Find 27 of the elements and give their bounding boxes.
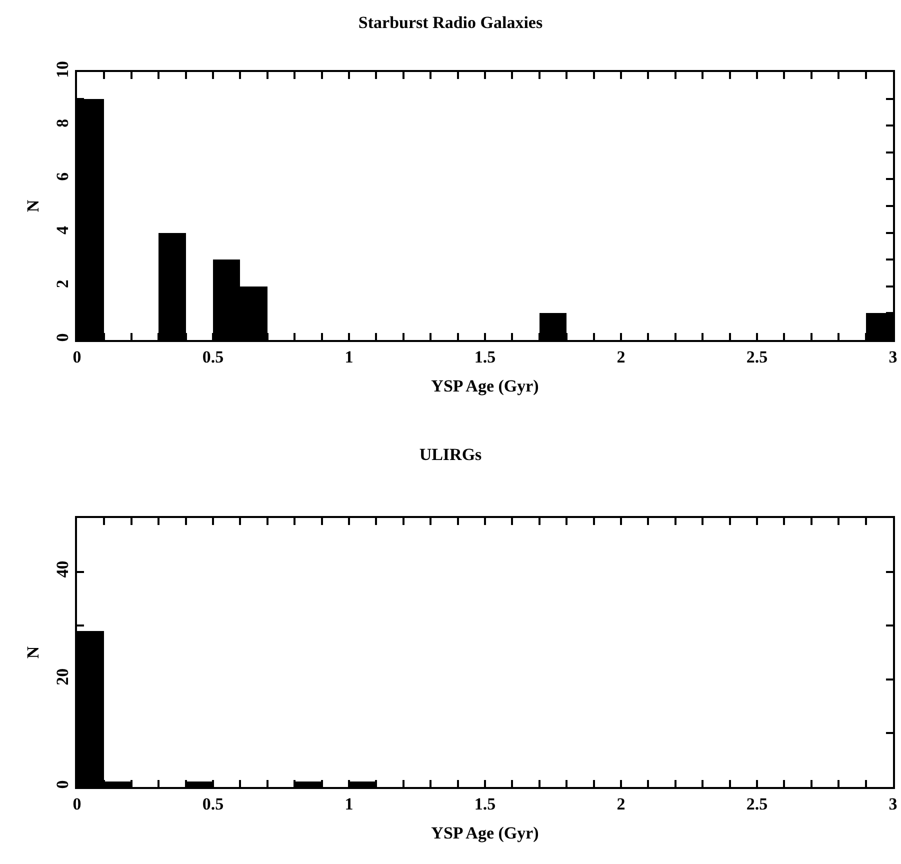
x-tick-label: 1 [344, 347, 354, 366]
x-tick-label: 2 [616, 347, 626, 366]
y-axis-title: N [23, 199, 42, 212]
x-tick-label: 1 [344, 794, 354, 814]
x-tick-label: 1.5 [474, 347, 496, 366]
y-tick-label: 20 [53, 668, 72, 686]
x-tick-label: 0.5 [202, 347, 224, 366]
chart-title: ULIRGs [419, 444, 482, 464]
y-tick-label: 0 [53, 333, 72, 342]
x-tick-label: 0.5 [202, 794, 224, 814]
y-tick-label: 8 [53, 118, 72, 128]
x-tick-label: 2.5 [746, 794, 768, 814]
x-tick-label: 1.5 [474, 794, 496, 814]
y-tick-label: 6 [53, 172, 72, 181]
x-tick-label: 3 [888, 794, 898, 814]
x-axis-title: YSP Age (Gyr) [431, 823, 539, 842]
x-tick-label: 2.5 [746, 347, 768, 366]
y-tick-label: 0 [53, 780, 72, 789]
y-tick-label: 40 [53, 560, 72, 578]
chart-title: Starburst Radio Galaxies [358, 12, 543, 32]
y-tick-label: 4 [53, 226, 72, 234]
y-axis-title: N [23, 646, 42, 659]
y-tick-label: 2 [53, 280, 72, 288]
x-axis-title: YSP Age (Gyr) [431, 376, 539, 396]
x-tick-label: 3 [888, 347, 898, 366]
x-tick-label: 2 [616, 794, 626, 814]
y-tick-label: 10 [53, 60, 72, 78]
